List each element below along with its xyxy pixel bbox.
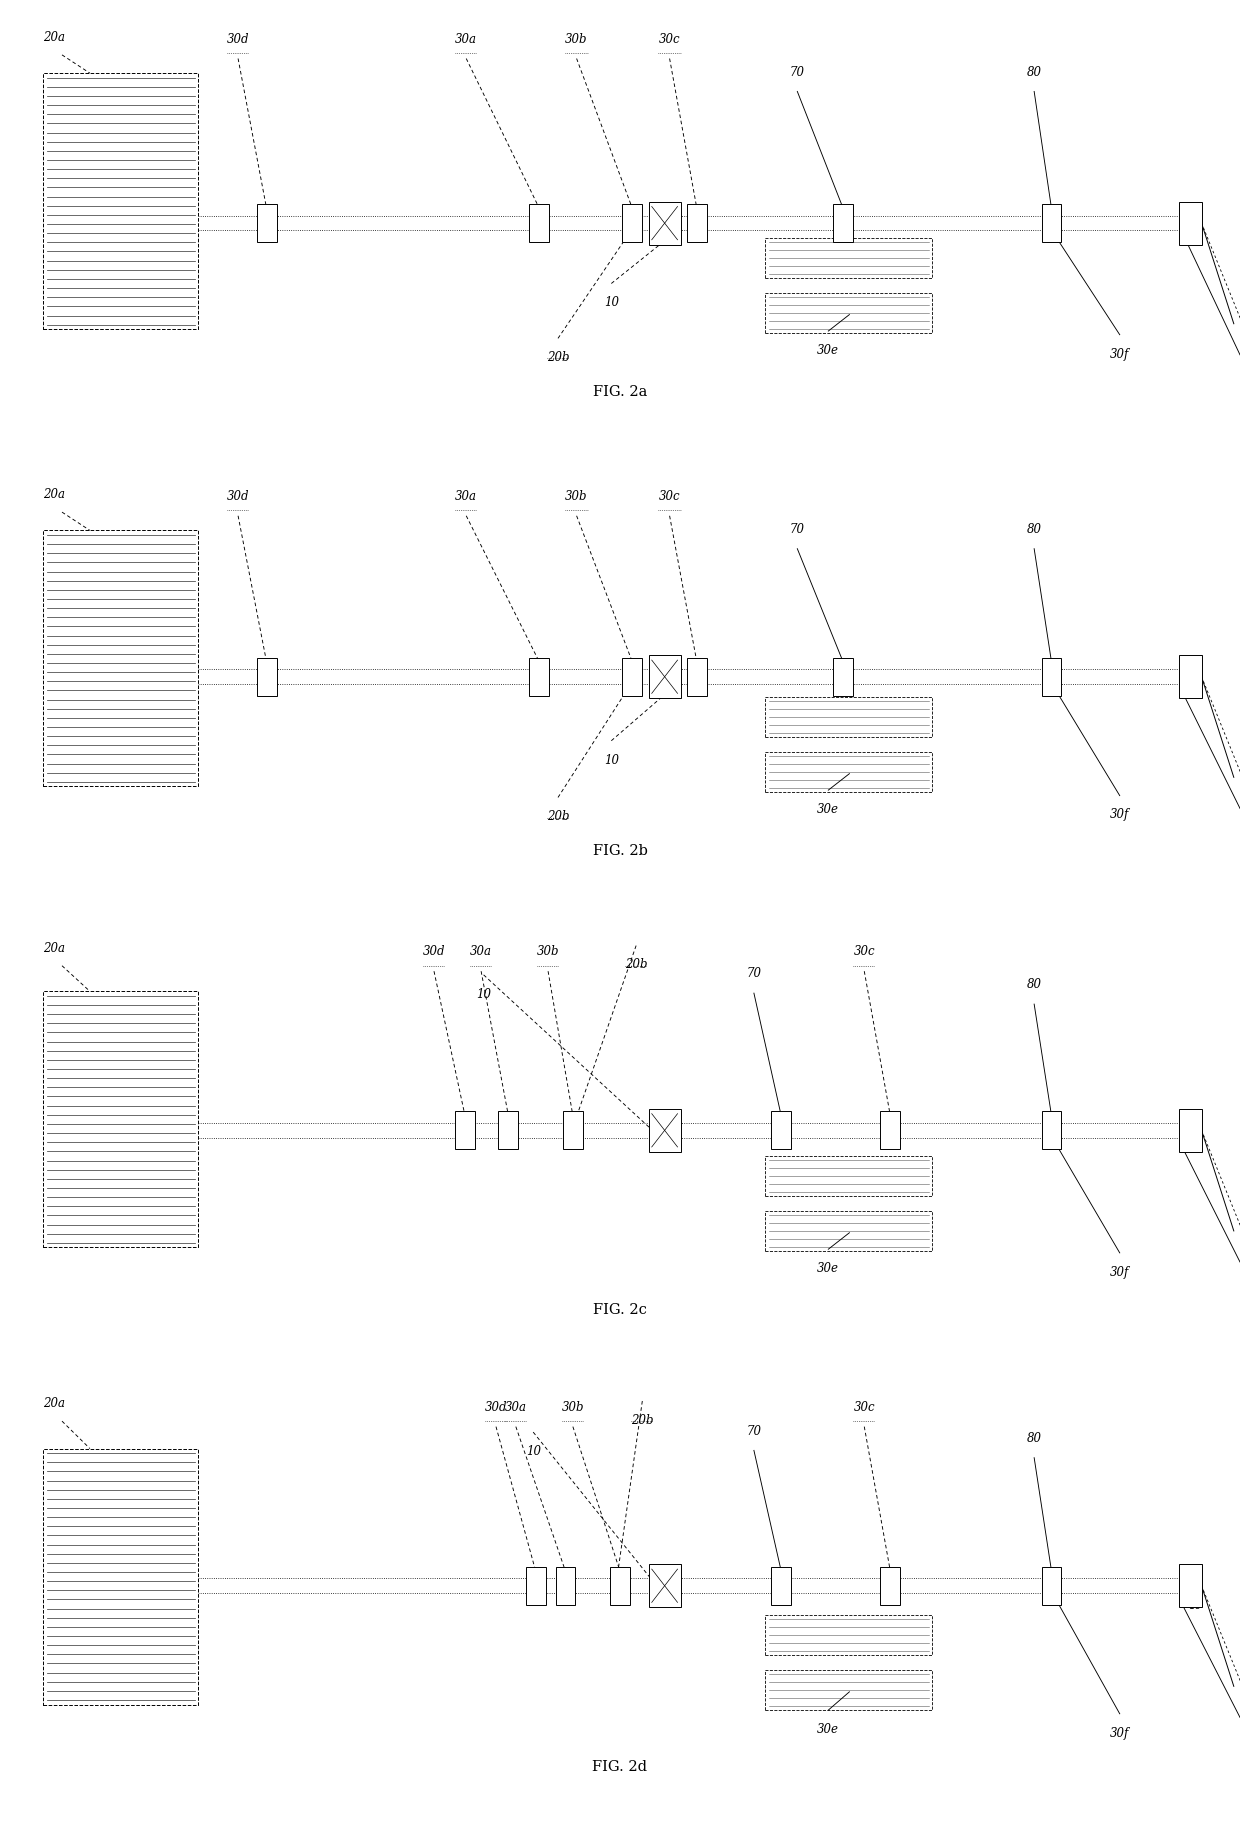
Text: 30c: 30c <box>658 33 681 46</box>
Text: 20b: 20b <box>547 810 569 823</box>
Bar <box>498 1112 518 1149</box>
Text: 30d: 30d <box>227 33 249 46</box>
Text: FIG. 2b: FIG. 2b <box>593 843 647 858</box>
Text: FIG. 2a: FIG. 2a <box>593 384 647 399</box>
Text: 30f: 30f <box>1110 1266 1130 1278</box>
Text: 30a: 30a <box>455 33 477 46</box>
Bar <box>765 293 932 333</box>
Text: 30e: 30e <box>817 803 839 816</box>
Bar <box>1179 1108 1202 1152</box>
Bar <box>622 658 642 695</box>
Text: 80: 80 <box>1027 523 1042 536</box>
Bar <box>610 1567 630 1604</box>
Bar <box>1042 1112 1061 1149</box>
Text: 30a: 30a <box>470 946 492 958</box>
Bar <box>687 205 707 241</box>
Bar <box>622 205 642 241</box>
Bar <box>257 658 277 695</box>
Bar <box>43 1449 198 1705</box>
Bar <box>1042 658 1061 695</box>
Bar <box>649 1108 681 1152</box>
Text: 20a: 20a <box>43 942 66 955</box>
Text: 20a: 20a <box>43 488 66 501</box>
Text: FIG. 2c: FIG. 2c <box>593 1302 647 1317</box>
Text: 70: 70 <box>746 968 761 980</box>
Bar <box>649 655 681 699</box>
Text: 20b: 20b <box>547 351 569 364</box>
Text: 30a: 30a <box>455 490 477 503</box>
Bar <box>765 1670 932 1710</box>
Bar <box>1042 1567 1061 1604</box>
Text: 30e: 30e <box>817 1262 839 1275</box>
Text: 40: 40 <box>1187 1599 1202 1613</box>
Text: 30f: 30f <box>1110 808 1130 821</box>
Text: 70: 70 <box>790 66 805 79</box>
Text: 10: 10 <box>526 1445 541 1458</box>
Text: 30d: 30d <box>485 1401 507 1414</box>
Text: 30c: 30c <box>658 490 681 503</box>
Text: 20a: 20a <box>43 31 66 44</box>
Bar <box>765 238 932 278</box>
Bar <box>43 530 198 786</box>
Text: 10: 10 <box>476 988 491 1000</box>
Bar <box>455 1112 475 1149</box>
Text: 40: 40 <box>1187 1141 1202 1156</box>
Text: 20b: 20b <box>625 958 647 971</box>
Bar <box>556 1567 575 1604</box>
Bar <box>649 1564 681 1608</box>
Bar <box>765 697 932 737</box>
Bar <box>833 658 853 695</box>
Bar <box>649 201 681 245</box>
Bar <box>880 1567 900 1604</box>
Text: 30b: 30b <box>562 1401 584 1414</box>
Bar <box>257 205 277 241</box>
Text: 10: 10 <box>604 296 619 309</box>
Text: 70: 70 <box>746 1425 761 1438</box>
Text: 30c: 30c <box>853 946 875 958</box>
Text: 30b: 30b <box>565 490 588 503</box>
Text: 10: 10 <box>604 754 619 766</box>
Bar <box>526 1567 546 1604</box>
Bar <box>771 1567 791 1604</box>
Text: 40: 40 <box>1187 227 1202 241</box>
Text: 30a: 30a <box>505 1401 527 1414</box>
Bar <box>765 1615 932 1655</box>
Bar <box>529 658 549 695</box>
Bar <box>833 205 853 241</box>
Bar <box>43 73 198 329</box>
Text: 30f: 30f <box>1110 1727 1130 1739</box>
Bar <box>765 1211 932 1251</box>
Bar <box>529 205 549 241</box>
Text: 30e: 30e <box>817 1723 839 1736</box>
Bar <box>771 1112 791 1149</box>
Bar <box>687 658 707 695</box>
Bar <box>43 991 198 1247</box>
Text: 20a: 20a <box>43 1397 66 1410</box>
Bar <box>563 1112 583 1149</box>
Bar <box>1179 1564 1202 1608</box>
Text: 40: 40 <box>1187 686 1202 701</box>
Text: 30d: 30d <box>423 946 445 958</box>
Text: 30f: 30f <box>1110 348 1130 360</box>
Bar <box>1179 655 1202 699</box>
Text: 70: 70 <box>790 523 805 536</box>
Bar <box>1042 205 1061 241</box>
Text: 30e: 30e <box>817 344 839 357</box>
Text: 80: 80 <box>1027 1432 1042 1445</box>
Text: 80: 80 <box>1027 979 1042 991</box>
Text: 80: 80 <box>1027 66 1042 79</box>
Bar <box>765 1156 932 1196</box>
Bar <box>1179 201 1202 245</box>
Bar <box>880 1112 900 1149</box>
Text: FIG. 2d: FIG. 2d <box>593 1759 647 1774</box>
Text: 20b: 20b <box>631 1414 653 1427</box>
Text: 30d: 30d <box>227 490 249 503</box>
Text: 30b: 30b <box>537 946 559 958</box>
Bar <box>765 752 932 792</box>
Text: 30b: 30b <box>565 33 588 46</box>
Text: 30c: 30c <box>853 1401 875 1414</box>
